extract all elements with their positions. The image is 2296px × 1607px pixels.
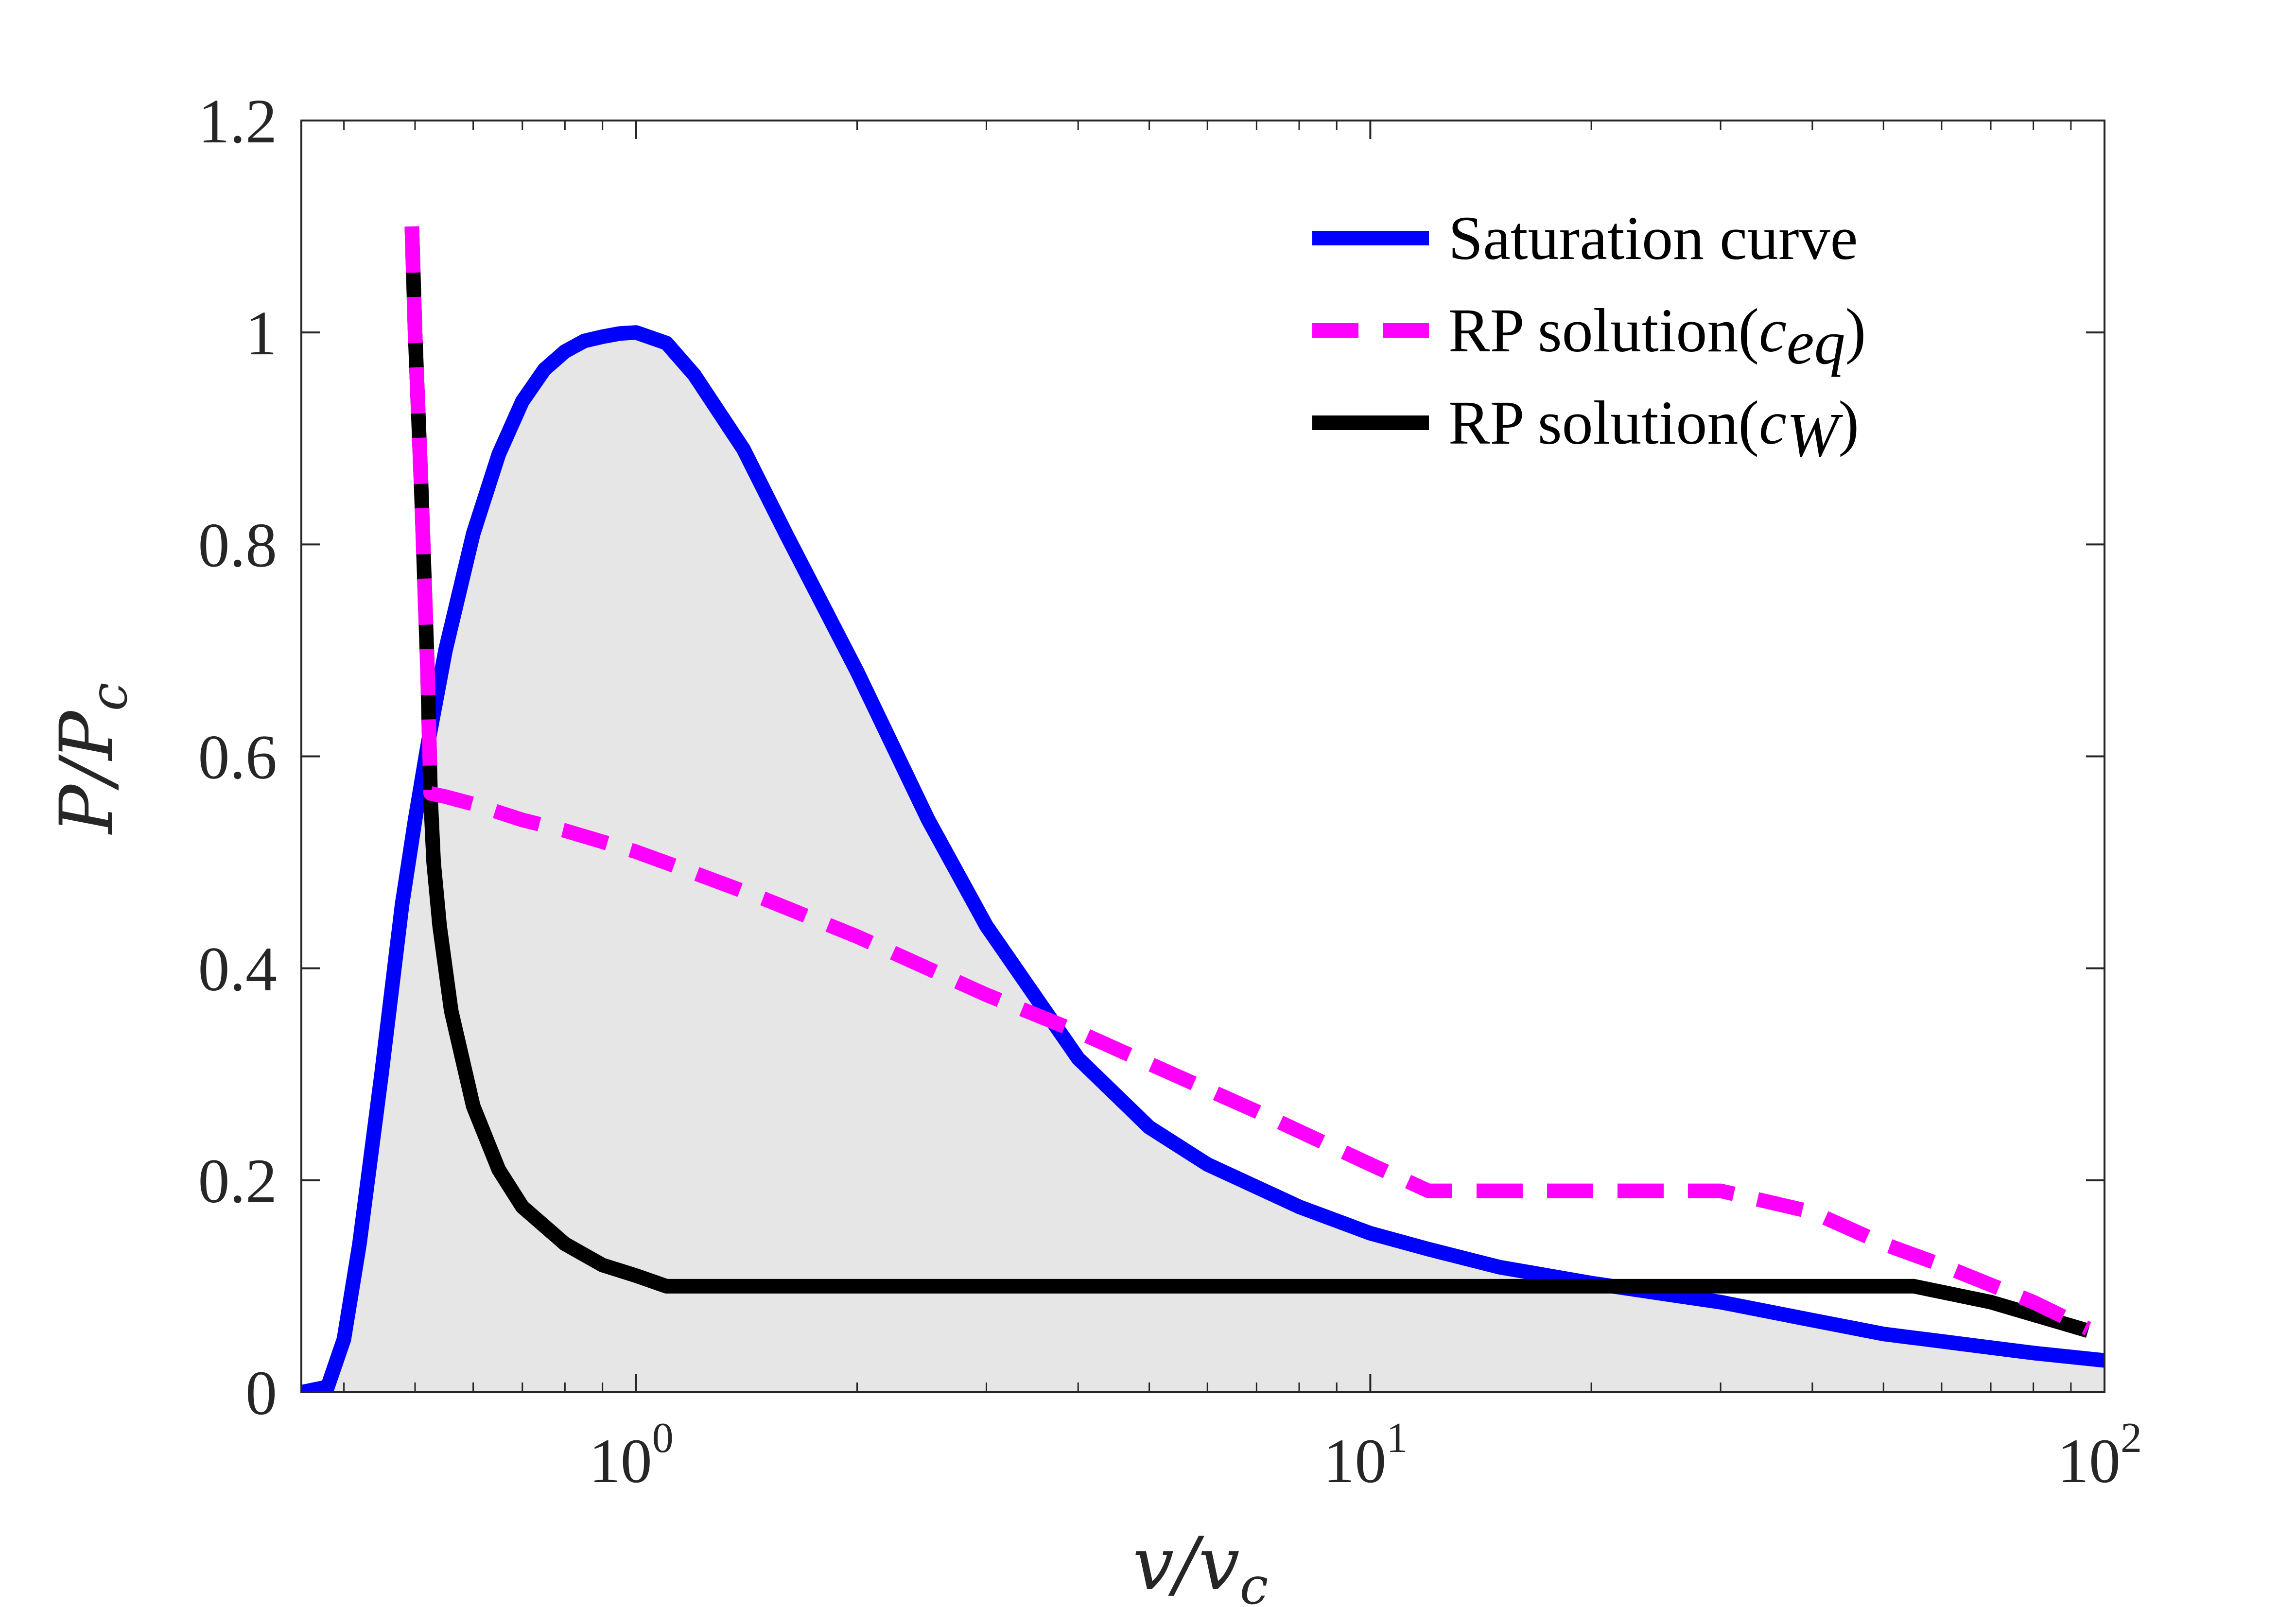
series-rp-solution-ceq [404,226,2091,1335]
y-tick-label: 0.6 [198,723,278,793]
y-tick-label: 0 [245,1358,277,1428]
y-axis-label: P/Pc [45,682,139,835]
y-tick-label: 0.2 [198,1146,278,1216]
legend-label-rp-w: RP solution(cW) [1448,388,1859,469]
legend-label-rp-eq: RP solution(ceq) [1448,296,1866,377]
x-tick-label: 101 [1323,1415,1408,1496]
x-tick-label: 102 [2057,1415,2142,1496]
x-axis-label: v/vc [1133,1522,1269,1607]
tick-labels: 0 0.2 0.4 0.6 0.8 1 1.2 100 101 102 [198,86,2142,1496]
axis-ticks [301,120,2105,1393]
plot-area [300,120,2105,1393]
y-tick-label: 1.2 [198,86,278,156]
legend: Saturation curve RP solution(ceq) RP sol… [1312,204,1866,469]
x-tick-label: 100 [589,1415,674,1496]
two-phase-region-fill [301,332,2105,1392]
y-tick-label: 1 [245,298,277,368]
y-tick-label: 0.8 [198,510,278,580]
legend-label-saturation: Saturation curve [1448,204,1858,273]
y-tick-label: 0.4 [198,934,278,1004]
